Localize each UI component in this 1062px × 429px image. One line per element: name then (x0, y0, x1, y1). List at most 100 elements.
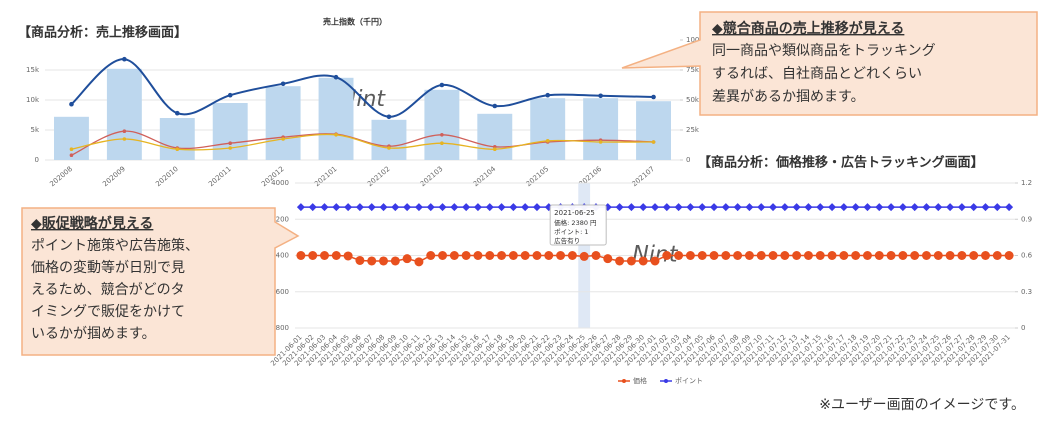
point (426, 203, 435, 212)
point (174, 110, 180, 116)
callout-title: ◆競合商品の売上推移が見える (712, 20, 904, 37)
point (556, 251, 566, 260)
x-tick-label: 202101 (313, 165, 339, 188)
point (473, 251, 483, 260)
point (662, 251, 672, 260)
callout-box (621, 11, 1038, 116)
point (281, 137, 285, 141)
bar (265, 86, 301, 160)
point (343, 251, 353, 261)
tooltip-date: 2021-06-25 (554, 209, 595, 217)
x-tick-label: 202008 (48, 165, 74, 188)
point (492, 147, 497, 151)
point (721, 203, 730, 212)
series-line (71, 133, 654, 151)
point (803, 251, 813, 260)
point (744, 251, 754, 260)
point (355, 255, 365, 265)
point (367, 203, 376, 212)
callout-title: ◆販促戦略が見える (31, 215, 153, 232)
point (639, 203, 648, 212)
point (887, 203, 896, 212)
y-tick-label: 800 (276, 324, 289, 332)
y2-tick-label: 100k (686, 36, 704, 44)
point (598, 140, 603, 144)
point (461, 251, 471, 260)
y-tick-label: 10k (26, 96, 40, 104)
point (414, 257, 424, 267)
bar (530, 98, 566, 160)
point (532, 251, 542, 260)
point (792, 203, 801, 212)
point (440, 141, 444, 145)
point (1004, 251, 1014, 260)
tooltip (549, 204, 607, 246)
point (769, 203, 778, 212)
point (320, 251, 330, 260)
point (674, 251, 684, 260)
y-tick-label: 15k (26, 66, 40, 74)
point (1005, 203, 1014, 212)
point (993, 203, 1002, 212)
point (280, 81, 286, 87)
point (69, 153, 74, 157)
point (875, 203, 884, 212)
point (175, 147, 180, 151)
x-tick-label: 202105 (525, 165, 551, 188)
point (839, 251, 849, 260)
point (934, 203, 943, 212)
heading: 【商品分析：価格推移・広告トラッキング画面】 (698, 155, 984, 171)
point (520, 251, 530, 260)
point (344, 203, 353, 212)
point (379, 256, 389, 266)
point (473, 203, 482, 212)
point (308, 251, 318, 260)
point (492, 103, 498, 109)
point (980, 251, 990, 260)
point (745, 203, 754, 212)
tooltip-line: ポイント: 1 (554, 228, 588, 236)
point (449, 251, 459, 260)
point (122, 129, 127, 133)
point (333, 74, 339, 80)
point (122, 56, 127, 62)
callout-text: するれば、自社商品とどれくらい (712, 66, 922, 82)
point (710, 203, 719, 212)
legend-label: ポイント (675, 377, 703, 385)
bar (477, 113, 513, 160)
tooltip-line: 広告有り (554, 236, 580, 245)
point (532, 203, 541, 212)
point (387, 146, 391, 150)
point (946, 203, 955, 212)
point (414, 203, 423, 212)
bar (106, 68, 142, 160)
point (815, 251, 825, 260)
chart-title: 売上指数（千円） (323, 17, 387, 27)
y2-tick-label: 25k (686, 126, 700, 134)
legend-marker (622, 379, 626, 383)
callout-text: 価格の変動等が日別で見 (31, 259, 185, 276)
point (721, 251, 731, 260)
y-tick-label: 2400 (271, 252, 289, 260)
y-tick-label: 0 (35, 156, 39, 164)
point (969, 203, 978, 212)
point (485, 203, 494, 212)
point (651, 94, 656, 100)
x-tick-label: 202107 (630, 165, 656, 188)
callout-text: 差異があるか掴めます。 (712, 89, 865, 105)
point (851, 203, 860, 212)
legend-marker (664, 379, 668, 383)
bar (583, 98, 619, 160)
note: ※ユーザー画面のイメージです。 (819, 397, 1025, 413)
point (697, 251, 707, 260)
point (603, 254, 613, 264)
point (497, 251, 507, 260)
point (439, 82, 445, 88)
point (521, 203, 530, 212)
point (828, 203, 837, 212)
y2-tick-label: 0.6 (1021, 252, 1033, 260)
point (981, 203, 990, 212)
point (992, 251, 1002, 260)
point (615, 256, 625, 266)
point (591, 251, 601, 260)
